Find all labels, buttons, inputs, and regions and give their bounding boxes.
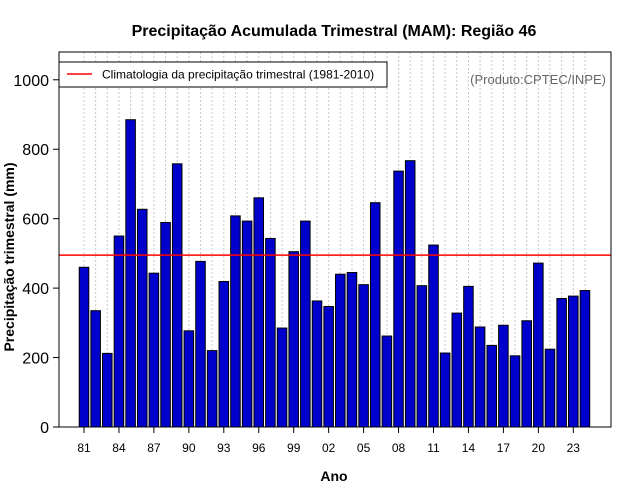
bar-93: [218, 281, 230, 428]
bar-24: [579, 290, 591, 428]
x-tick-label-05: 05: [357, 441, 371, 455]
bar-12: [439, 352, 451, 428]
bar-02: [323, 306, 334, 428]
y-tick-label-600: 600: [22, 212, 49, 229]
legend-label-climatology: Climatologia da precipitação trimestral …: [102, 68, 374, 82]
bar-20: [533, 262, 544, 428]
bar-13: [451, 312, 463, 428]
bar-18: [509, 355, 521, 428]
bar-14: [463, 285, 474, 428]
bar-03: [335, 273, 346, 428]
bar-97: [265, 237, 276, 428]
bar-05: [358, 284, 369, 428]
y-tick-label-800: 800: [22, 142, 49, 159]
bar-22: [556, 298, 567, 428]
bar-19: [521, 320, 532, 428]
x-axis-title: Ano: [320, 468, 347, 484]
bar-08: [393, 170, 404, 428]
x-tick-label-87: 87: [147, 441, 161, 455]
bar-85: [125, 119, 136, 428]
bar-92: [206, 350, 218, 428]
x-tick-label-90: 90: [182, 441, 196, 455]
bar-21: [544, 348, 556, 428]
chart-title: Precipitação Acumulada Trimestral (MAM):…: [132, 23, 537, 40]
bar-87: [148, 272, 160, 428]
bar-83: [102, 352, 113, 428]
legend: Climatologia da precipitação trimestral …: [58, 61, 388, 88]
bar-04: [346, 271, 358, 428]
plot-frame: [58, 51, 612, 428]
bar-17: [498, 324, 509, 428]
x-tick-label-23: 23: [567, 441, 581, 455]
bar-16: [486, 344, 498, 428]
bar-11: [428, 244, 439, 428]
y-axis-title: Precipitação trimestral (mm): [1, 162, 17, 351]
bar-82: [90, 310, 101, 428]
bar-96: [253, 197, 265, 428]
y-axis: 0 200 400 600 800 1000: [13, 73, 59, 437]
bar-98: [276, 327, 288, 428]
bars: [78, 119, 591, 428]
x-axis: 81 84 87 90 93 96 99 02 05 08 11 14 17 20 23: [77, 427, 580, 455]
y-tick-label-1000: 1000: [13, 73, 49, 90]
bar-91: [195, 260, 206, 428]
x-tick-label-99: 99: [287, 441, 301, 455]
x-tick-label-08: 08: [392, 441, 406, 455]
y-tick-label-0: 0: [40, 420, 49, 437]
bar-86: [136, 208, 148, 428]
x-tick-label-81: 81: [77, 441, 91, 455]
bar-89: [171, 163, 183, 428]
x-tick-label-84: 84: [112, 441, 126, 455]
bar-15: [474, 326, 486, 428]
product-credit: (Produto:CPTEC/INPE): [470, 72, 606, 87]
bar-90: [183, 330, 195, 428]
x-tick-label-93: 93: [217, 441, 231, 455]
bar-10: [416, 285, 428, 428]
bar-09: [404, 160, 416, 428]
bar-84: [113, 235, 125, 428]
bar-94: [230, 215, 241, 428]
x-tick-label-96: 96: [252, 441, 266, 455]
x-tick-label-17: 17: [497, 441, 511, 455]
bar-95: [241, 220, 253, 428]
legend-box: [58, 61, 388, 88]
bar-23: [568, 295, 579, 428]
x-tick-label-20: 20: [532, 441, 546, 455]
y-tick-label-200: 200: [22, 351, 49, 368]
bar-07: [381, 335, 393, 428]
x-tick-label-14: 14: [462, 441, 476, 455]
y-tick-label-400: 400: [22, 281, 49, 298]
bar-99: [288, 251, 299, 428]
bar-06: [369, 202, 381, 428]
bar-00: [300, 220, 311, 428]
bar-01: [311, 300, 323, 428]
x-tick-label-11: 11: [427, 441, 440, 455]
bar-81: [78, 266, 90, 428]
bar-88: [160, 221, 171, 428]
x-tick-label-02: 02: [322, 441, 336, 455]
